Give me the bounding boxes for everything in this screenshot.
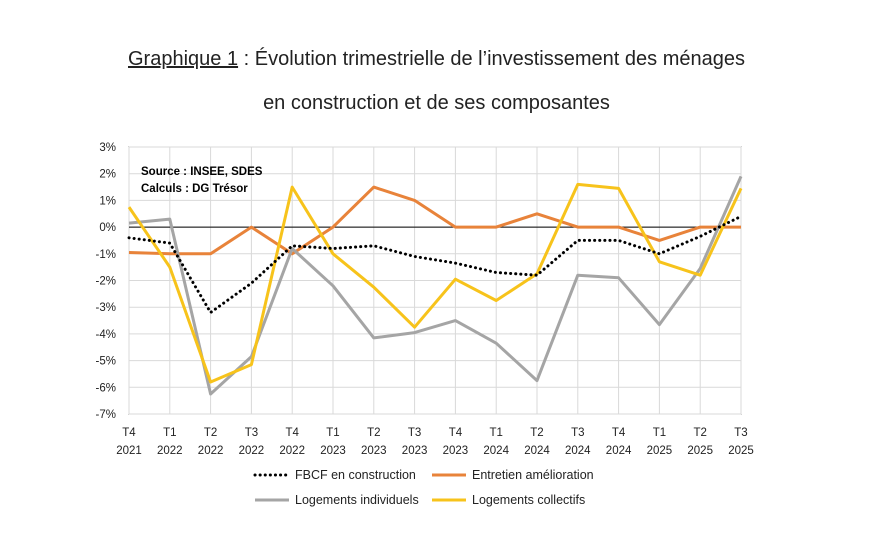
x-tick-year: 2023	[320, 445, 346, 457]
x-tick-year: 2022	[157, 445, 183, 457]
y-tick-label: -6%	[96, 382, 116, 394]
x-tick-year: 2025	[728, 445, 754, 457]
series-line-1	[128, 185, 741, 256]
x-tick-quarter: T1	[326, 427, 339, 439]
legend-label-2: Logements individuels	[295, 493, 419, 507]
x-tick-quarter: T1	[489, 427, 502, 439]
x-tick-year: 2025	[687, 445, 713, 457]
source-note: Source : INSEE, SDES	[141, 166, 263, 178]
chart-title-label: Graphique 1	[128, 48, 239, 70]
x-tick-year: 2022	[198, 445, 224, 457]
y-tick-label: -2%	[96, 276, 116, 288]
y-tick-label: 3%	[99, 142, 116, 154]
x-tick-year: 2022	[279, 445, 305, 457]
y-tick-label: -3%	[96, 302, 116, 314]
x-tick-year: 2022	[239, 445, 265, 457]
y-tick-label: 2%	[99, 169, 116, 181]
series-group	[127, 175, 743, 396]
y-tick-label: 0%	[99, 222, 116, 234]
x-tick-year: 2023	[402, 445, 428, 457]
x-tick-quarter: T1	[653, 427, 666, 439]
series-line-3	[127, 182, 743, 384]
legend-label-1: Entretien amélioration	[472, 468, 594, 482]
x-tick-quarter: T2	[204, 427, 217, 439]
x-tick-quarter: T3	[734, 427, 747, 439]
legend-label-3: Logements collectifs	[472, 493, 585, 507]
series-line-2	[128, 175, 743, 396]
x-axis: T4 2021 T1 2022 T2 2022 T3 2022 T4 2022 T1 2023 T2 20…	[116, 427, 754, 457]
x-tick-quarter: T3	[408, 427, 421, 439]
y-tick-label: -4%	[96, 329, 116, 341]
x-tick-year: 2023	[361, 445, 387, 457]
x-tick-year: 2024	[483, 445, 509, 457]
calculs-note: Calculs : DG Trésor	[141, 183, 248, 195]
chart-title-line2: en construction et de ses composantes	[263, 92, 610, 114]
x-tick-year: 2023	[443, 445, 469, 457]
legend-label-0: FBCF en construction	[295, 468, 416, 482]
x-tick-quarter: T4	[449, 427, 463, 439]
x-tick-year: 2025	[647, 445, 673, 457]
x-tick-quarter: T4	[285, 427, 299, 439]
legend: FBCF en construction Entretien améliorati…	[253, 468, 594, 507]
x-tick-quarter: T2	[367, 427, 380, 439]
x-tick-year: 2024	[524, 445, 550, 457]
x-tick-quarter: T3	[571, 427, 584, 439]
x-tick-quarter: T1	[163, 427, 176, 439]
x-tick-quarter: T4	[122, 427, 136, 439]
x-tick-quarter: T4	[612, 427, 626, 439]
chart-title-text: : Évolution trimestrielle de l’investiss…	[238, 48, 745, 70]
x-tick-year: 2024	[565, 445, 591, 457]
x-tick-quarter: T3	[245, 427, 258, 439]
x-tick-year: 2024	[606, 445, 632, 457]
x-tick-quarter: T2	[530, 427, 543, 439]
x-tick-quarter: T2	[693, 427, 706, 439]
x-tick-year: 2021	[116, 445, 142, 457]
y-axis: 3% 2% 1% 0% -1% -2% -3% -4% -5% -6% -7%	[96, 142, 116, 421]
series-line-0	[127, 214, 743, 314]
y-tick-label: 1%	[99, 195, 116, 207]
y-tick-label: -1%	[96, 249, 116, 261]
y-tick-label: -7%	[96, 409, 116, 421]
y-tick-label: -5%	[96, 356, 116, 368]
chart-title: Graphique 1 : Évolution trimestrielle de…	[0, 48, 873, 71]
